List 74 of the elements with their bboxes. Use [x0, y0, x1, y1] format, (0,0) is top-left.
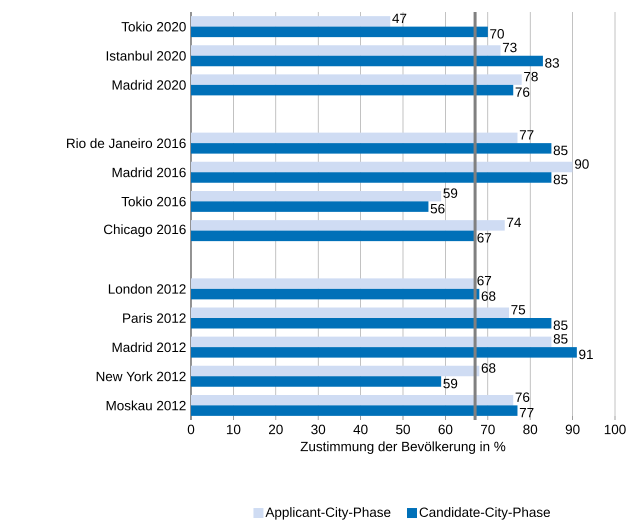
data-label: 85	[554, 320, 568, 330]
data-label: 83	[545, 58, 559, 68]
bar	[190, 143, 552, 154]
bar	[190, 394, 514, 406]
data-label: 47	[392, 14, 406, 23]
data-label: 67	[477, 276, 492, 286]
y-tick-label: Tokio 2020	[122, 22, 186, 32]
x-tick-label: 60	[438, 424, 452, 434]
legend-label: Applicant-City-Phase	[265, 507, 390, 520]
y-tick-label: Madrid 2016	[112, 167, 186, 178]
x-tick-label: 50	[396, 424, 410, 434]
bar	[190, 190, 442, 202]
x-tick-label: 10	[226, 424, 240, 434]
bar	[190, 405, 518, 416]
y-tick-label: Rio de Janeiro 2016	[67, 138, 186, 148]
bar	[190, 336, 552, 348]
x-tick-label: 40	[353, 424, 368, 434]
bar	[190, 162, 573, 172]
legend-label: Candidate-City-Phase	[420, 507, 550, 520]
y-tick-label: Madrid 2020	[112, 80, 186, 90]
data-label: 75	[511, 305, 526, 314]
bar	[190, 84, 514, 96]
bar	[190, 230, 476, 242]
bar	[190, 45, 501, 56]
bar	[190, 347, 577, 358]
x-axis-title: Zustimmung der Bevölkerung in %	[300, 441, 506, 454]
bar	[190, 220, 505, 231]
data-label: 76	[516, 87, 530, 97]
bar	[190, 172, 552, 183]
y-tick-label: London 2012	[108, 284, 186, 294]
bar	[190, 318, 552, 328]
x-tick-label: 100	[604, 424, 626, 434]
data-label: 77	[520, 408, 534, 418]
x-tick-label: 80	[523, 424, 538, 434]
data-label: 77	[520, 130, 534, 140]
y-tick-label: Chicago 2016	[104, 224, 186, 237]
data-label: 85	[554, 334, 568, 344]
y-tick-label: Tokio 2016	[122, 196, 186, 206]
bar	[190, 74, 522, 85]
data-label: 70	[490, 29, 504, 39]
bar	[190, 278, 476, 289]
data-label: 68	[482, 291, 496, 301]
y-tick-label: Istanbul 2020	[106, 50, 186, 61]
data-label: 85	[554, 146, 568, 156]
bar	[190, 366, 480, 376]
x-tick-label: 20	[268, 424, 283, 434]
data-label: 56	[430, 204, 445, 214]
data-label: 59	[443, 188, 458, 198]
bar	[190, 201, 428, 212]
data-label: 91	[579, 350, 593, 360]
x-tick-label: 90	[566, 424, 580, 434]
y-tick-label: Paris 2012	[123, 313, 186, 323]
data-label: 73	[502, 42, 517, 52]
x-tick-label: 30	[311, 424, 326, 434]
data-label: 68	[482, 363, 496, 373]
bar	[190, 288, 480, 300]
y-tick-label: Moskau 2012	[106, 400, 186, 410]
x-tick-label: 70	[481, 424, 495, 434]
data-label: 78	[524, 72, 538, 82]
y-tick-label: New York 2012	[96, 371, 186, 382]
data-label: 76	[516, 392, 530, 402]
y-tick-label: Madrid 2012	[112, 342, 186, 352]
data-label: 59	[443, 378, 458, 388]
bar	[190, 132, 518, 144]
bar	[190, 308, 509, 318]
data-label: 90	[574, 159, 589, 169]
bar	[190, 376, 442, 387]
data-label: 67	[477, 233, 492, 243]
x-tick-label: 0	[188, 424, 194, 434]
bar	[190, 56, 543, 66]
bar	[190, 26, 488, 38]
bar	[190, 16, 390, 27]
data-label: 85	[554, 174, 568, 184]
data-label: 74	[507, 218, 522, 227]
